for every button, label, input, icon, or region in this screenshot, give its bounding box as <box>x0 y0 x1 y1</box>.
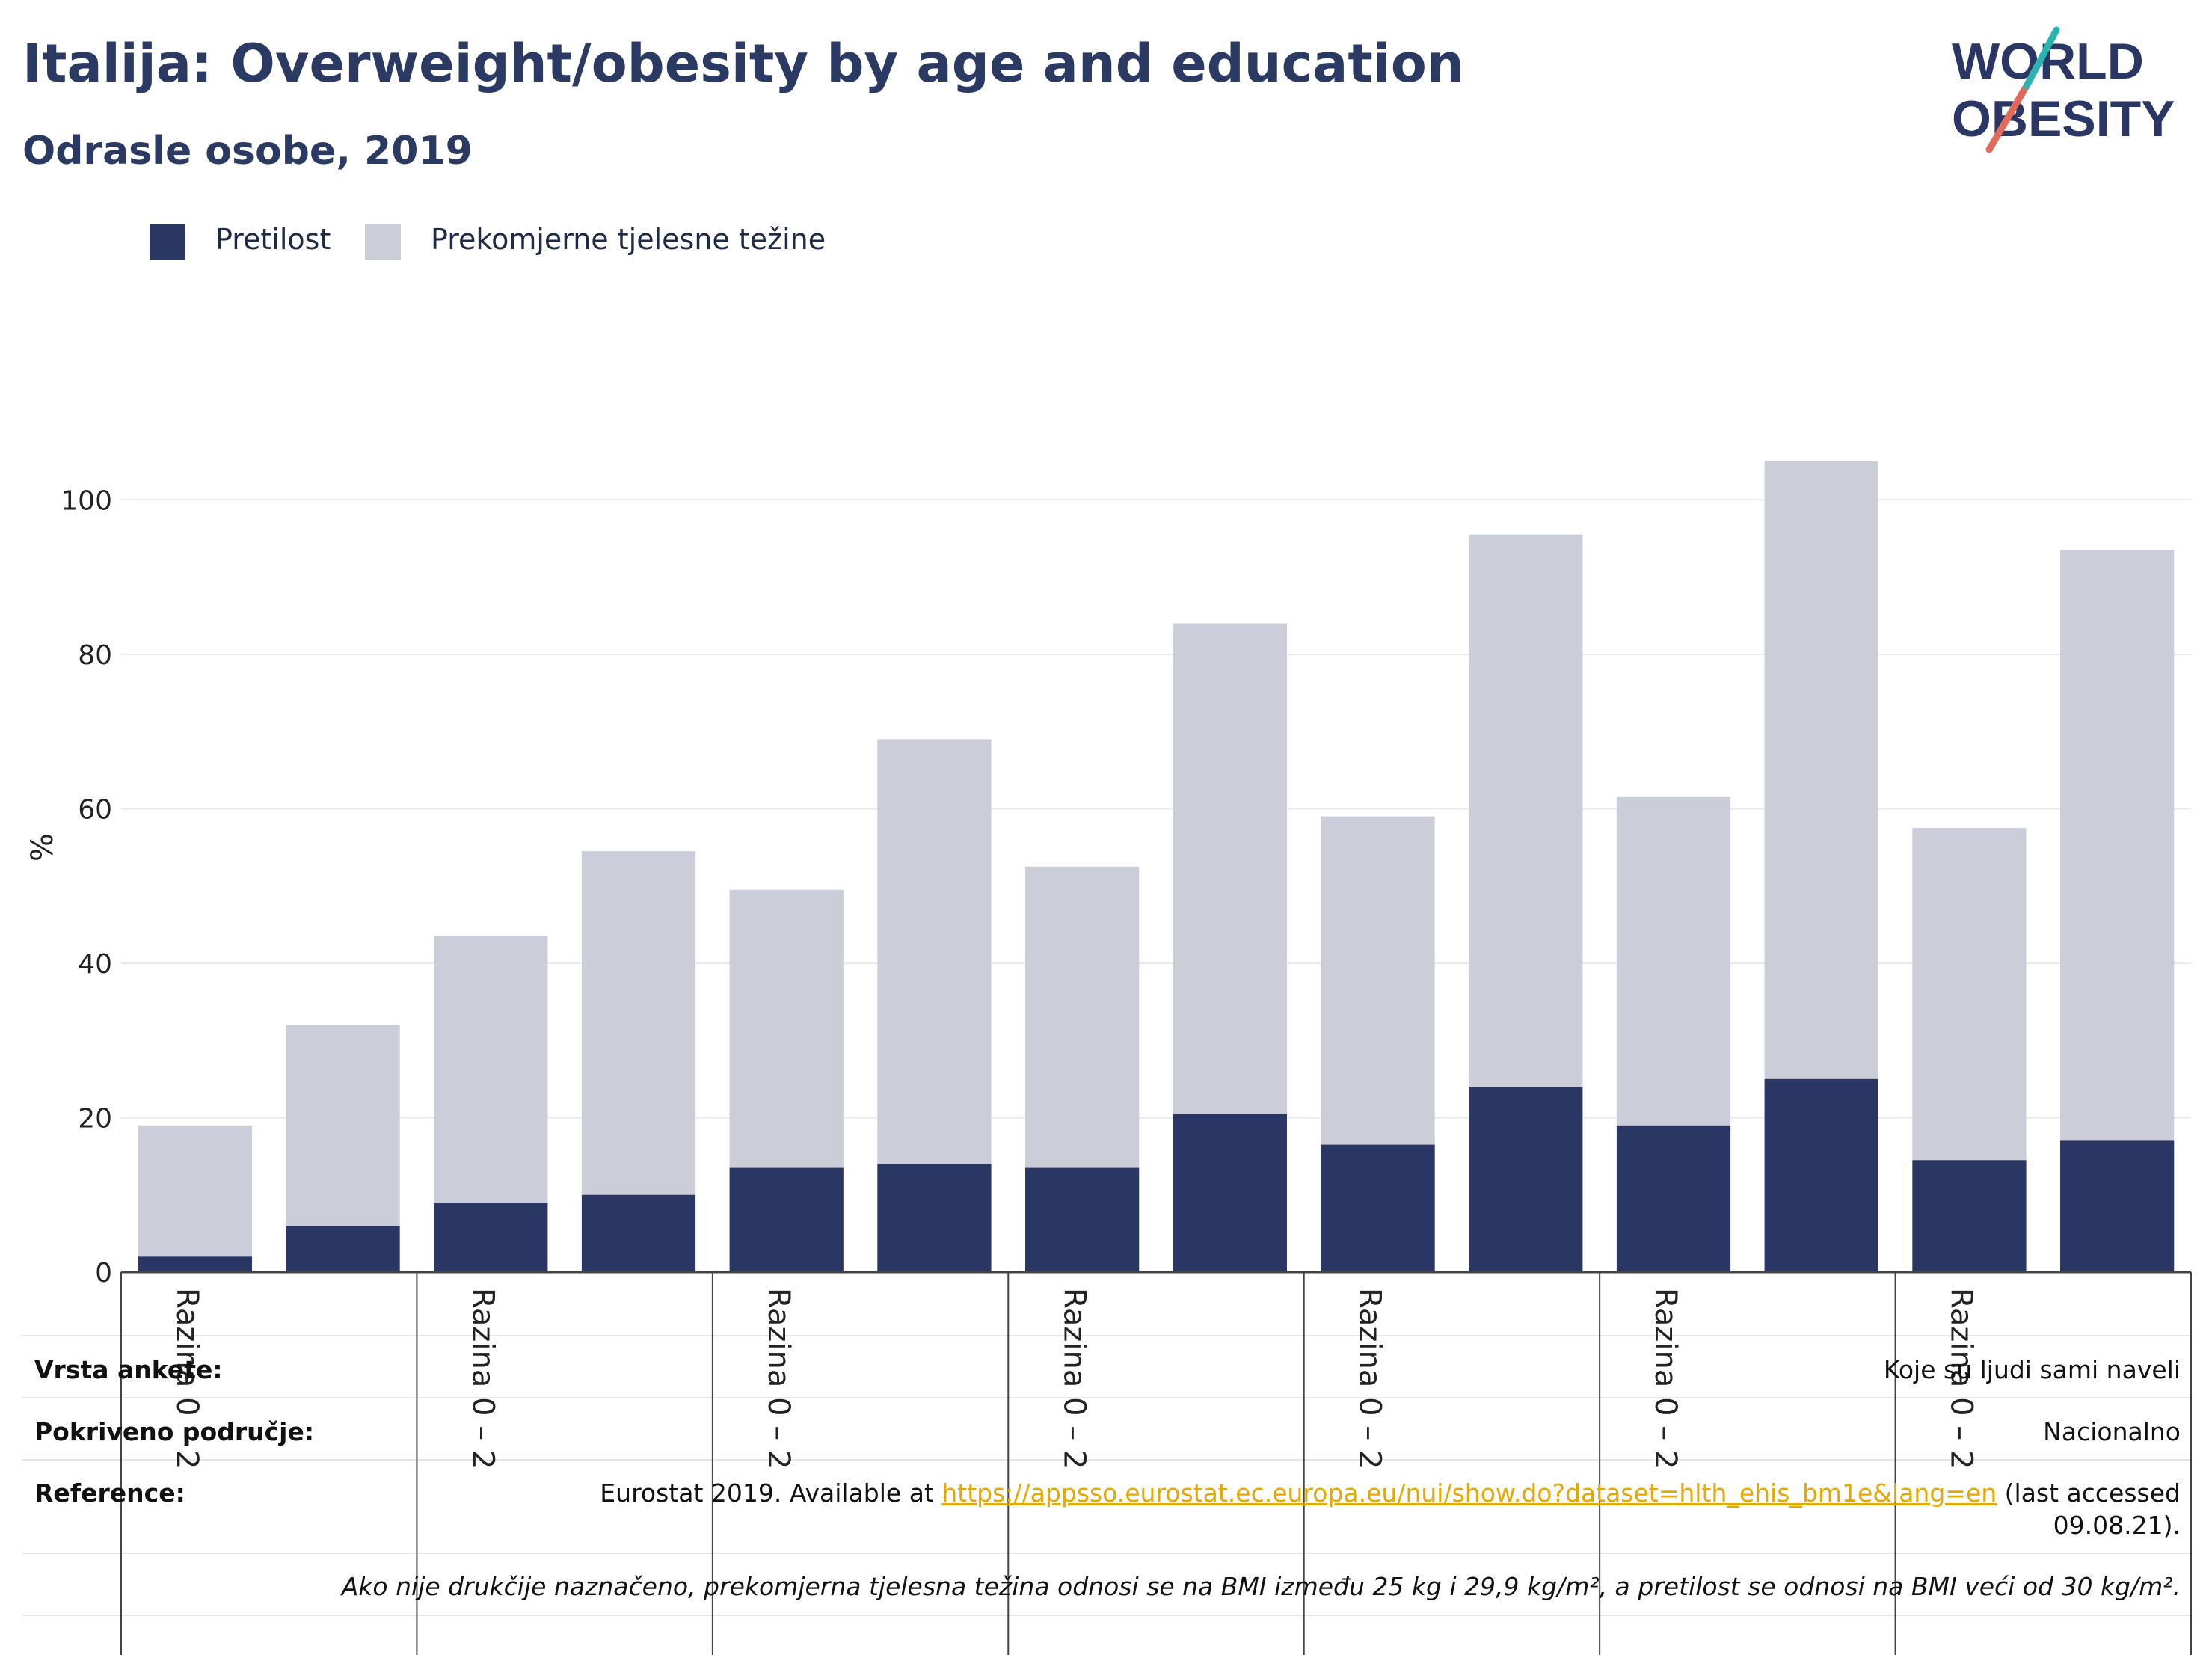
bar-obesity <box>1173 1114 1287 1272</box>
bar-obesity <box>1469 1087 1583 1272</box>
bar-obesity <box>1764 1078 1878 1272</box>
bar-overweight <box>434 936 548 1203</box>
bar-obesity <box>1025 1167 1140 1272</box>
legend-label-obesity: Pretilost <box>215 223 331 256</box>
y-tick-label: 40 <box>78 949 112 980</box>
definition-note: Ako nije drukčije naznačeno, prekomjerna… <box>341 1572 2181 1601</box>
x-group-label: Razina 0 – 2 <box>170 1288 204 1469</box>
bar-overweight <box>877 739 992 1164</box>
legend-swatch-obesity <box>150 224 185 260</box>
x-group-label: Razina 0 – 2 <box>1353 1288 1387 1469</box>
survey-type-value: Koje su ljudi sami naveli <box>1883 1355 2181 1384</box>
bar-overweight <box>2060 550 2175 1141</box>
bar-overweight <box>1025 866 1140 1168</box>
x-group-label: Razina 0 – 2 <box>1944 1288 1979 1469</box>
reference-suffix: (last accessed <box>1997 1479 2181 1508</box>
bar-overweight <box>1912 828 2027 1161</box>
chart-title: Italija: Overweight/obesity by age and e… <box>22 33 1464 94</box>
x-group-label: Razina 0 – 2 <box>761 1288 796 1469</box>
bar-obesity <box>434 1203 548 1272</box>
bar-obesity <box>286 1226 400 1272</box>
reference-value: Eurostat 2019. Available at https://apps… <box>600 1479 2181 1508</box>
x-group-label: Razina 0 – 2 <box>465 1288 500 1469</box>
coverage-label: Pokriveno područje: <box>34 1417 315 1446</box>
bar-obesity <box>138 1256 252 1272</box>
world-obesity-logo: WORLD OBESITY <box>1952 26 2175 153</box>
coverage-value: Nacionalno <box>2043 1417 2181 1446</box>
x-group-label: Razina 0 – 2 <box>1057 1288 1091 1469</box>
reference-link[interactable]: https://appsso.eurostat.ec.europa.eu/nui… <box>941 1479 1997 1508</box>
bar-obesity <box>1616 1125 1731 1272</box>
bar-overweight <box>581 851 696 1195</box>
y-tick-label: 0 <box>95 1258 112 1289</box>
x-group-label: Razina 0 – 2 <box>1648 1288 1683 1469</box>
bar-overweight <box>1469 534 1583 1087</box>
y-tick-label: 60 <box>78 794 112 825</box>
y-tick-label: 80 <box>78 640 112 671</box>
bar-obesity <box>877 1164 992 1272</box>
reference-prefix: Eurostat 2019. Available at <box>600 1479 942 1508</box>
bar-overweight <box>729 889 844 1168</box>
bar-overweight <box>1616 796 1731 1126</box>
chart-subtitle: Odrasle osobe, 2019 <box>22 129 473 174</box>
bar-overweight <box>138 1125 252 1257</box>
bar-obesity <box>729 1167 844 1272</box>
bar-overweight <box>286 1025 400 1226</box>
legend-label-overweight: Prekomjerne tjelesne težine <box>431 223 826 256</box>
bar-obesity <box>2060 1140 2175 1272</box>
bar-overweight <box>1173 623 1287 1114</box>
reference-label: Reference: <box>34 1479 185 1508</box>
legend-swatch-overweight <box>365 224 401 260</box>
y-tick-label: 20 <box>78 1103 112 1134</box>
bar-obesity <box>581 1194 696 1272</box>
bar-overweight <box>1321 816 1435 1145</box>
bar-overweight <box>1764 461 1878 1079</box>
svg-text:OBESITY: OBESITY <box>1952 90 2175 147</box>
reference-date: 09.08.21). <box>2053 1511 2181 1540</box>
bar-obesity <box>1321 1144 1435 1272</box>
y-tick-label: 100 <box>61 485 112 516</box>
y-axis-title: % <box>25 833 60 862</box>
bar-obesity <box>1912 1160 2027 1272</box>
survey-type-label: Vrsta ankete: <box>34 1355 223 1384</box>
